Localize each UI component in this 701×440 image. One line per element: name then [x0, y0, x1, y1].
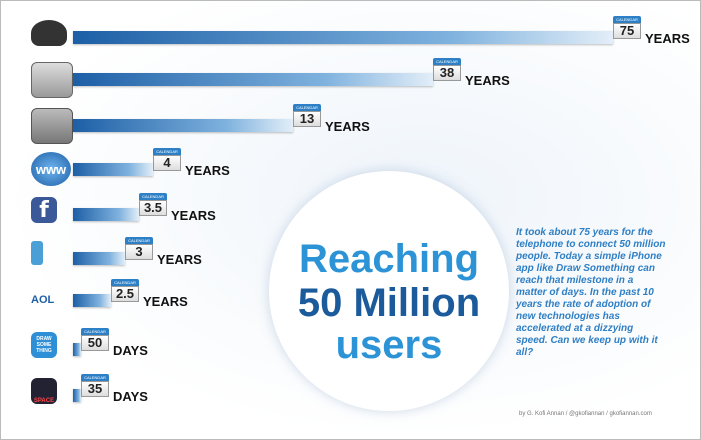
bar — [73, 294, 111, 307]
value: 2.5 — [111, 286, 139, 302]
value: 75 — [613, 23, 641, 39]
unit: DAYS — [113, 343, 148, 358]
bar — [73, 119, 293, 132]
calendar-label: CALENDAR — [139, 193, 167, 200]
bar — [73, 208, 139, 221]
unit: YEARS — [465, 73, 510, 88]
bar — [73, 343, 81, 356]
calendar-label: CALENDAR — [81, 374, 109, 381]
value: 35 — [81, 381, 109, 397]
unit: YEARS — [185, 163, 230, 178]
unit: DAYS — [113, 389, 148, 404]
calendar-label: CALENDAR — [153, 148, 181, 155]
calendar: CALENDAR 3.5 — [139, 193, 167, 216]
title-line: 50 Million — [297, 281, 481, 325]
unit: YEARS — [325, 119, 370, 134]
app-icon: f — [31, 197, 57, 223]
calendar: CALENDAR 4 — [153, 148, 181, 171]
value: 13 — [293, 111, 321, 127]
app-icon: AOL — [31, 294, 55, 306]
calendar-label: CALENDAR — [81, 328, 109, 335]
calendar: CALENDAR 50 — [81, 328, 109, 351]
app-icon — [31, 108, 73, 144]
calendar: CALENDAR 38 — [433, 58, 461, 81]
description: It took about 75 years for the telephone… — [516, 227, 666, 358]
credit: by G. Kofi Annan / @gkofiannan / gkofian… — [519, 411, 652, 417]
circle — [269, 171, 509, 411]
calendar-label: CALENDAR — [433, 58, 461, 65]
unit: YEARS — [143, 294, 188, 309]
unit: YEARS — [645, 31, 690, 46]
bar — [73, 31, 613, 44]
calendar: CALENDAR 13 — [293, 104, 321, 127]
app-icon: SPACE — [31, 378, 57, 404]
bar — [73, 163, 153, 176]
calendar: CALENDAR 35 — [81, 374, 109, 397]
unit: YEARS — [171, 208, 216, 223]
app-icon — [31, 241, 43, 265]
bar — [73, 389, 81, 402]
calendar: CALENDAR 2.5 — [111, 279, 139, 302]
bar — [73, 73, 433, 86]
calendar: CALENDAR 3 — [125, 237, 153, 260]
calendar-label: CALENDAR — [111, 279, 139, 286]
calendar-label: CALENDAR — [613, 16, 641, 23]
unit: YEARS — [157, 252, 202, 267]
app-icon — [31, 20, 67, 46]
value: 3.5 — [139, 200, 167, 216]
app-icon — [31, 62, 73, 98]
calendar-label: CALENDAR — [293, 104, 321, 111]
bar — [73, 252, 125, 265]
value: 3 — [125, 244, 153, 260]
app-icon: DRAW SOME THING — [31, 332, 57, 358]
calendar-label: CALENDAR — [125, 237, 153, 244]
title-line: Reaching — [298, 237, 480, 281]
value: 38 — [433, 65, 461, 81]
title-line: users — [335, 323, 443, 367]
value: 50 — [81, 335, 109, 351]
value: 4 — [153, 155, 181, 171]
calendar: CALENDAR 75 — [613, 16, 641, 39]
app-icon: www — [31, 152, 71, 186]
